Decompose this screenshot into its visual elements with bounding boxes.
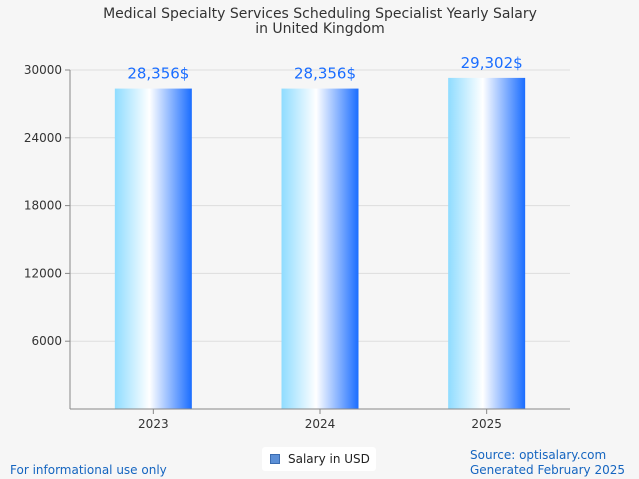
generated-text: Generated February 2025 — [470, 463, 626, 477]
y-tick-label: 30000 — [24, 63, 62, 77]
y-tick-label: 18000 — [24, 199, 62, 213]
y-tick-label: 24000 — [24, 131, 62, 145]
x-axis: 2023 2024 2025 — [70, 408, 570, 431]
data-label: 28,356$ — [294, 65, 356, 83]
data-label: 29,302$ — [461, 54, 523, 72]
y-tick-label: 6000 — [31, 334, 62, 348]
source-text: Source: optisalary.com — [470, 448, 607, 462]
disclaimer-text: For informational use only — [10, 463, 167, 477]
chart-subtitle: in United Kingdom — [255, 21, 385, 37]
x-tick-label: 2024 — [305, 417, 336, 431]
bar-2025[interactable] — [448, 77, 526, 410]
x-tick-label: 2025 — [471, 417, 502, 431]
bar-2023[interactable] — [114, 88, 192, 409]
legend-label: Salary in USD — [288, 452, 370, 466]
y-tick-label: 12000 — [24, 266, 62, 280]
x-tick-label: 2023 — [138, 417, 169, 431]
bar-2024[interactable] — [281, 88, 359, 409]
chart-title: Medical Specialty Services Scheduling Sp… — [103, 6, 537, 22]
data-label: 28,356$ — [127, 65, 189, 83]
legend[interactable]: Salary in USD — [262, 447, 376, 471]
y-axis: 6000 12000 18000 24000 30000 — [24, 63, 71, 409]
bars: 28,356$ 28,356$ 29,302$ — [114, 54, 526, 410]
legend-swatch — [270, 454, 280, 464]
